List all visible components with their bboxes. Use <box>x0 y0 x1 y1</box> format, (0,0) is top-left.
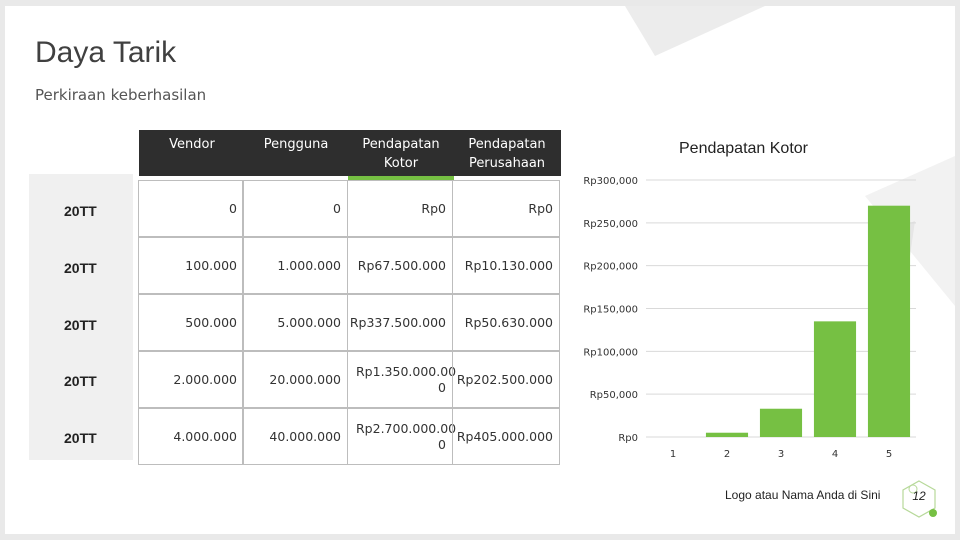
table-cell: Rp50.630.000 <box>452 294 560 351</box>
table-cell: 1.000.000 <box>242 237 348 294</box>
y-tick-label: Rp150,000 <box>583 305 638 316</box>
table-cell: Rp67.500.000 <box>347 237 453 294</box>
table-cell: Rp0 <box>452 180 560 237</box>
year-label: 20TT <box>64 203 97 219</box>
cell-value: Rp50.630.000 <box>464 314 553 330</box>
bar <box>705 432 749 437</box>
bar <box>813 321 857 437</box>
page-number: 12 <box>912 489 926 503</box>
table-cell: 2.000.000 <box>138 351 244 408</box>
x-tick-label: 1 <box>670 449 676 460</box>
table-cell: 20.000.000 <box>242 351 348 408</box>
table-cell: Rp10.130.000 <box>452 237 560 294</box>
bar-chart: Rp0 Rp50,000 Rp100,000 Rp150,000 Rp200,000 Rp… <box>583 176 916 460</box>
x-tick-label: 2 <box>724 449 730 460</box>
bar <box>759 408 803 437</box>
cell-value: 1.000.000 <box>277 257 341 273</box>
year-column <box>29 174 133 460</box>
x-tick-label: 5 <box>886 449 892 460</box>
header-pengguna: Pengguna <box>243 130 349 176</box>
table-cell: 100.000 <box>138 237 244 294</box>
cell-value: Rp2.700.000.00 0 <box>356 420 457 452</box>
x-tick-label: 4 <box>832 449 838 460</box>
cell-value: 4.000.000 <box>173 428 237 444</box>
header-pendapatan-perusahaan: Pendapatan Perusahaan <box>453 130 561 176</box>
table-cell: 0 <box>242 180 348 237</box>
cell-value: Rp67.500.000 <box>357 257 446 273</box>
year-label: 20TT <box>64 260 97 276</box>
table-cell: 500.000 <box>138 294 244 351</box>
header-pendapatan-kotor: Pendapatan Kotor <box>348 130 454 180</box>
cell-value: 100.000 <box>185 257 237 273</box>
cell-value: Rp405.000.000 <box>456 428 553 444</box>
table-cell: 40.000.000 <box>242 408 348 465</box>
chart-title: Pendapatan Kotor <box>679 140 808 157</box>
cell-value: 40.000.000 <box>269 428 341 444</box>
cell-value: 0 <box>229 200 237 216</box>
table-cell: Rp2.700.000.00 0 <box>347 408 457 465</box>
x-tick-label: 3 <box>778 449 784 460</box>
slide-title: Daya Tarik <box>35 36 177 69</box>
y-tick-label: Rp200,000 <box>583 262 638 273</box>
slide-subtitle: Perkiraan keberhasilan <box>35 86 207 104</box>
y-tick-label: Rp0 <box>618 433 638 444</box>
cell-value: Rp0 <box>528 200 553 216</box>
slide: Daya Tarik Perkiraan keberhasilan <box>5 6 955 534</box>
table-cell: 5.000.000 <box>242 294 348 351</box>
cell-value: Rp202.500.000 <box>456 371 553 387</box>
y-tick-label: Rp100,000 <box>583 347 638 358</box>
table-cell: 0 <box>138 180 244 237</box>
cell-value: 500.000 <box>185 314 237 330</box>
year-label: 20TT <box>64 317 97 333</box>
cell-value: Rp0 <box>421 200 446 216</box>
cell-value: 2.000.000 <box>173 371 237 387</box>
cell-value: 20.000.000 <box>269 371 341 387</box>
cell-value: 5.000.000 <box>277 314 341 330</box>
table-cell: Rp405.000.000 <box>452 408 560 465</box>
bar <box>867 205 911 437</box>
table-cell: Rp1.350.000.00 0 <box>347 351 457 408</box>
cell-value: Rp337.500.000 <box>349 314 446 330</box>
logo-text: Logo atau Nama Anda di Sini <box>725 488 881 502</box>
table-cell: Rp202.500.000 <box>452 351 560 408</box>
y-tick-label: Rp300,000 <box>583 176 638 187</box>
table-cell: Rp337.500.000 <box>347 294 453 351</box>
year-label: 20TT <box>64 430 97 446</box>
page-number-badge <box>902 480 937 518</box>
cell-value: 0 <box>333 200 341 216</box>
cell-value: Rp10.130.000 <box>464 257 553 273</box>
y-tick-label: Rp50,000 <box>590 390 638 401</box>
cell-value: Rp1.350.000.00 0 <box>356 363 457 395</box>
header-vendor: Vendor <box>139 130 245 176</box>
year-label: 20TT <box>64 373 97 389</box>
table-cell: Rp0 <box>347 180 453 237</box>
table-cell: 4.000.000 <box>138 408 244 465</box>
y-tick-label: Rp250,000 <box>583 219 638 230</box>
